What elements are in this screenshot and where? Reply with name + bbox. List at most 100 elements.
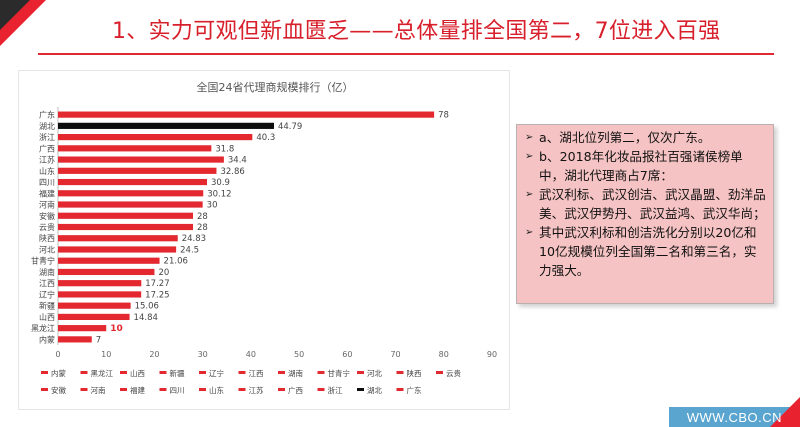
legend-label: 新疆: [170, 368, 185, 378]
footer-bar: [669, 407, 800, 427]
value-label: 30.12: [207, 189, 231, 199]
bar: [58, 167, 217, 174]
legend-swatch: [238, 388, 246, 391]
bar: [58, 156, 224, 163]
category-label: 广西: [39, 143, 55, 153]
legend-swatch: [238, 371, 246, 374]
value-label: 10: [110, 324, 123, 334]
bar: [58, 223, 194, 231]
category-label: 四川: [39, 178, 55, 187]
value-label: 24.5: [180, 245, 199, 255]
legend-swatch: [396, 371, 404, 374]
bar: [58, 302, 131, 309]
x-tick-label: 20: [149, 350, 159, 359]
legend-swatch: [357, 371, 364, 374]
legend-label: 江西: [249, 369, 264, 378]
legend-swatch: [199, 388, 206, 391]
chart-title: 全国24省代理商规模排行（亿）: [197, 80, 354, 94]
bar: [58, 178, 208, 186]
category-label: 山东: [39, 166, 55, 176]
category-label: 新疆: [39, 301, 55, 311]
bullet-arrow-icon: ➢: [525, 132, 534, 143]
legend-swatch: [317, 371, 325, 374]
category-label: 陕西: [39, 233, 55, 243]
slide-title: 1、实力可观但新血匮乏——总体量排全国第二，7位进入百强: [112, 19, 721, 44]
legend-swatch: [199, 371, 206, 374]
category-label: 江西: [39, 279, 55, 288]
bar: [58, 201, 203, 208]
legend-swatch: [41, 371, 48, 374]
callout-box: ➢ a、湖北位列第二，仅次广东。 ➢ b、2018年化妆品报社百强诸侯榜单中，湖北代…: [516, 124, 774, 304]
category-label: 山西: [39, 312, 55, 322]
category-label: 河南: [39, 200, 55, 210]
legend-swatch: [41, 388, 48, 391]
category-label: 河北: [39, 244, 55, 254]
legend-label: 黑龙江: [91, 368, 114, 378]
callout-item: ➢ 武汉利标、武汉创洁、武汉晶盟、劲洋品美、武汉伊势丹、武汉益鸿、武汉华尚；: [525, 185, 767, 223]
legend-label: 河北: [367, 369, 382, 378]
value-label: 28: [197, 223, 208, 233]
legend-swatch: [159, 371, 167, 374]
site-url: WWW.CBO.CN: [686, 410, 782, 425]
value-label: 28: [197, 212, 208, 222]
legend-label: 甘青宁: [328, 368, 351, 378]
category-label: 安徽: [39, 211, 55, 221]
category-label: 湖南: [39, 267, 55, 277]
value-label: 17.27: [145, 279, 169, 289]
legend-swatch: [120, 388, 127, 391]
legend-swatch: [436, 371, 443, 374]
x-tick-label: 90: [487, 350, 497, 359]
legend-label: 浙江: [328, 385, 343, 395]
legend-swatch: [80, 388, 88, 391]
bar: [58, 122, 274, 129]
bar: [58, 325, 107, 332]
legend-label: 山东: [209, 385, 224, 395]
value-label: 44.79: [278, 122, 302, 132]
callout-text: b、2018年化妆品报社百强诸侯榜单中，湖北代理商占7席：: [539, 149, 743, 183]
legend-swatch: [278, 371, 285, 374]
legend-label: 辽宁: [209, 368, 224, 378]
category-label: 云贵: [39, 222, 55, 232]
legend-label: 河南: [91, 385, 106, 395]
bar: [58, 212, 194, 219]
value-label: 34.4: [228, 156, 247, 166]
bar: [58, 134, 253, 141]
bar: [58, 145, 212, 152]
callout-text: a、湖北位列第二，仅次广东。: [539, 130, 711, 145]
legend-swatch: [317, 388, 325, 391]
category-label: 甘青宁: [31, 256, 55, 266]
value-label: 14.84: [134, 313, 158, 323]
category-label: 广东: [39, 110, 55, 120]
legend-swatch: [80, 371, 88, 374]
value-label: 30: [207, 201, 218, 211]
value-label: 15.06: [135, 302, 159, 312]
bar: [58, 280, 142, 287]
value-label: 7: [96, 335, 101, 345]
category-label: 湖北: [39, 122, 55, 131]
x-tick-label: 0: [55, 350, 60, 359]
legend-label: 四川: [170, 386, 185, 395]
callout-text: 其中武汉利标和创洁洗化分别以20亿和10亿规模位列全国第二名和第三名，实力强大。: [539, 225, 757, 278]
callout-item: ➢ 其中武汉利标和创洁洗化分别以20亿和10亿规模位列全国第二名和第三名，实力强大…: [525, 223, 767, 280]
callout-item: ➢ a、湖北位列第二，仅次广东。: [525, 128, 767, 147]
legend-label: 内蒙: [51, 368, 66, 378]
legend-label: 陕西: [407, 368, 422, 378]
legend-label: 山西: [130, 368, 145, 378]
callout-text: 武汉利标、武汉创洁、武汉晶盟、劲洋品美、武汉伊势丹、武汉益鸿、武汉华尚；: [539, 187, 766, 221]
bullet-arrow-icon: ➢: [525, 189, 534, 200]
callout-item: ➢ b、2018年化妆品报社百强诸侯榜单中，湖北代理商占7席：: [525, 147, 767, 185]
value-label: 17.25: [145, 290, 169, 300]
legend-label: 安徽: [51, 385, 66, 395]
x-tick-label: 40: [246, 350, 256, 359]
category-label: 辽宁: [39, 289, 55, 299]
corner-accent-dark: [0, 0, 30, 30]
legend-swatch: [120, 371, 127, 374]
category-label: 黑龙江: [31, 323, 55, 333]
value-label: 20: [158, 268, 169, 278]
category-label: 浙江: [39, 132, 55, 142]
category-label: 江苏: [39, 155, 55, 165]
legend-swatch: [159, 388, 167, 391]
value-label: 40.3: [256, 133, 275, 143]
value-label: 31.8: [215, 144, 234, 154]
legend-label: 江苏: [249, 385, 264, 395]
